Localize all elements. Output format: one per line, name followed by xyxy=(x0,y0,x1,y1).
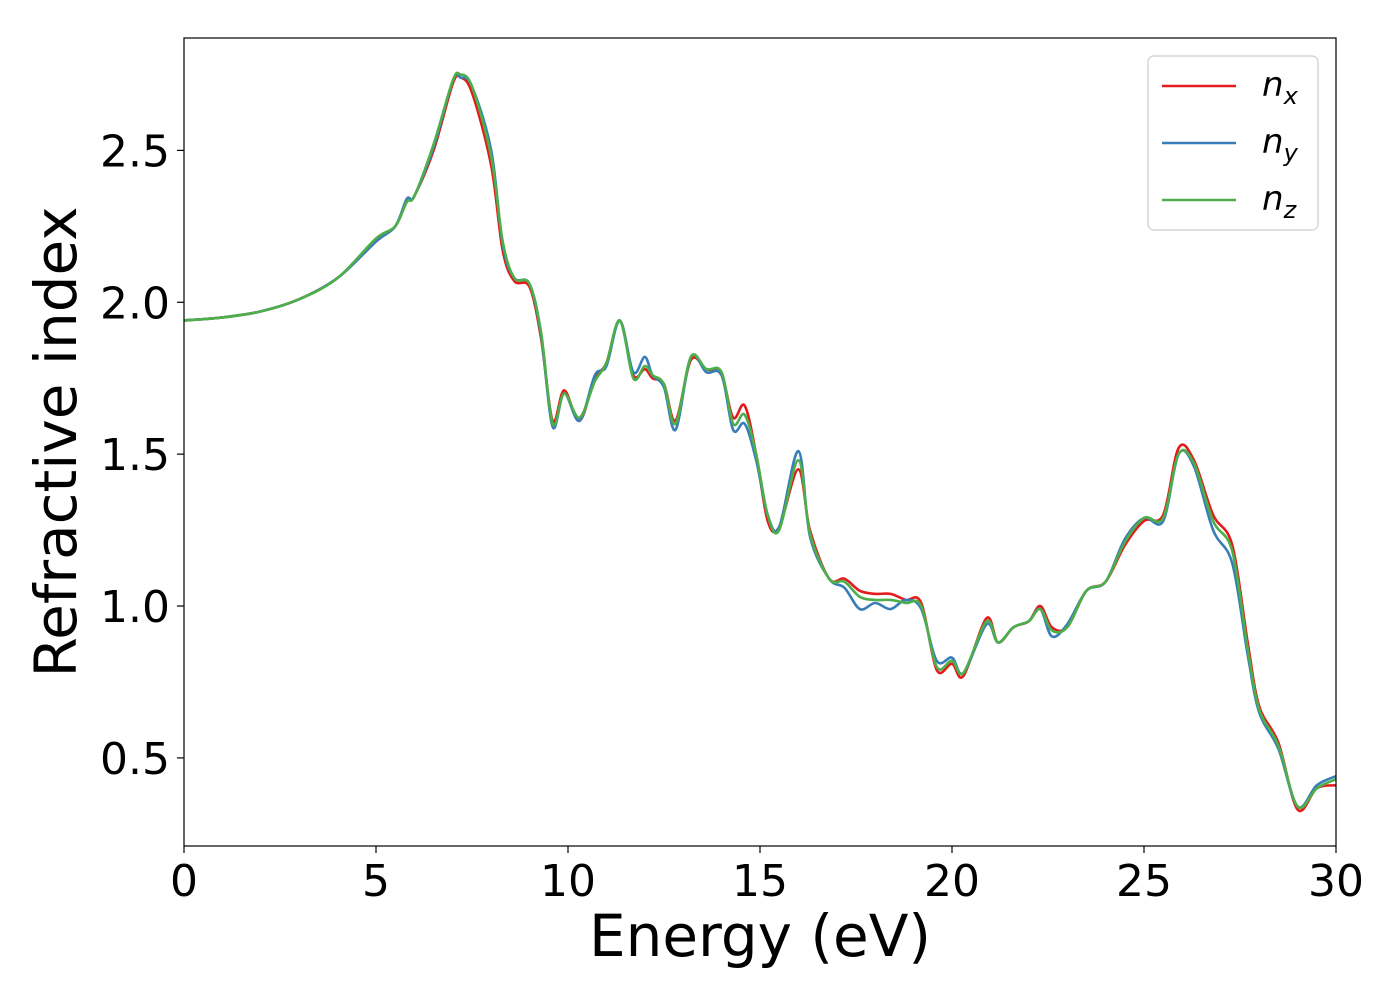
y-axis-label: Refractive index xyxy=(22,206,90,677)
series-line-nz xyxy=(184,71,1336,810)
y-tick-label: 2.0 xyxy=(100,278,170,329)
x-tick-label: 10 xyxy=(540,856,596,907)
legend-subscript: z xyxy=(1283,196,1298,224)
series-layer xyxy=(184,71,1336,813)
legend-subscript: x xyxy=(1283,82,1299,110)
x-tick-label: 25 xyxy=(1116,856,1172,907)
x-tick-label: 0 xyxy=(170,856,198,907)
series-line-nx xyxy=(184,74,1336,813)
legend-subscript: y xyxy=(1283,139,1299,167)
x-axis-ticks: 0 5 10 15 20 25 30 xyxy=(170,846,1364,907)
x-tick-label: 20 xyxy=(924,856,980,907)
plot-area xyxy=(184,38,1336,846)
y-tick-label: 1.5 xyxy=(100,430,170,481)
x-tick-label: 30 xyxy=(1308,856,1364,907)
y-tick-label: 1.0 xyxy=(100,582,170,633)
x-axis-label: Energy (eV) xyxy=(589,902,931,970)
y-axis-ticks: 0.5 1.0 1.5 2.0 2.5 xyxy=(100,126,184,785)
legend-label-nz: nz xyxy=(1262,179,1298,224)
y-tick-label: 0.5 xyxy=(100,734,170,785)
x-tick-label: 15 xyxy=(732,856,788,907)
x-tick-label: 5 xyxy=(362,856,390,907)
y-tick-label: 2.5 xyxy=(100,126,170,177)
